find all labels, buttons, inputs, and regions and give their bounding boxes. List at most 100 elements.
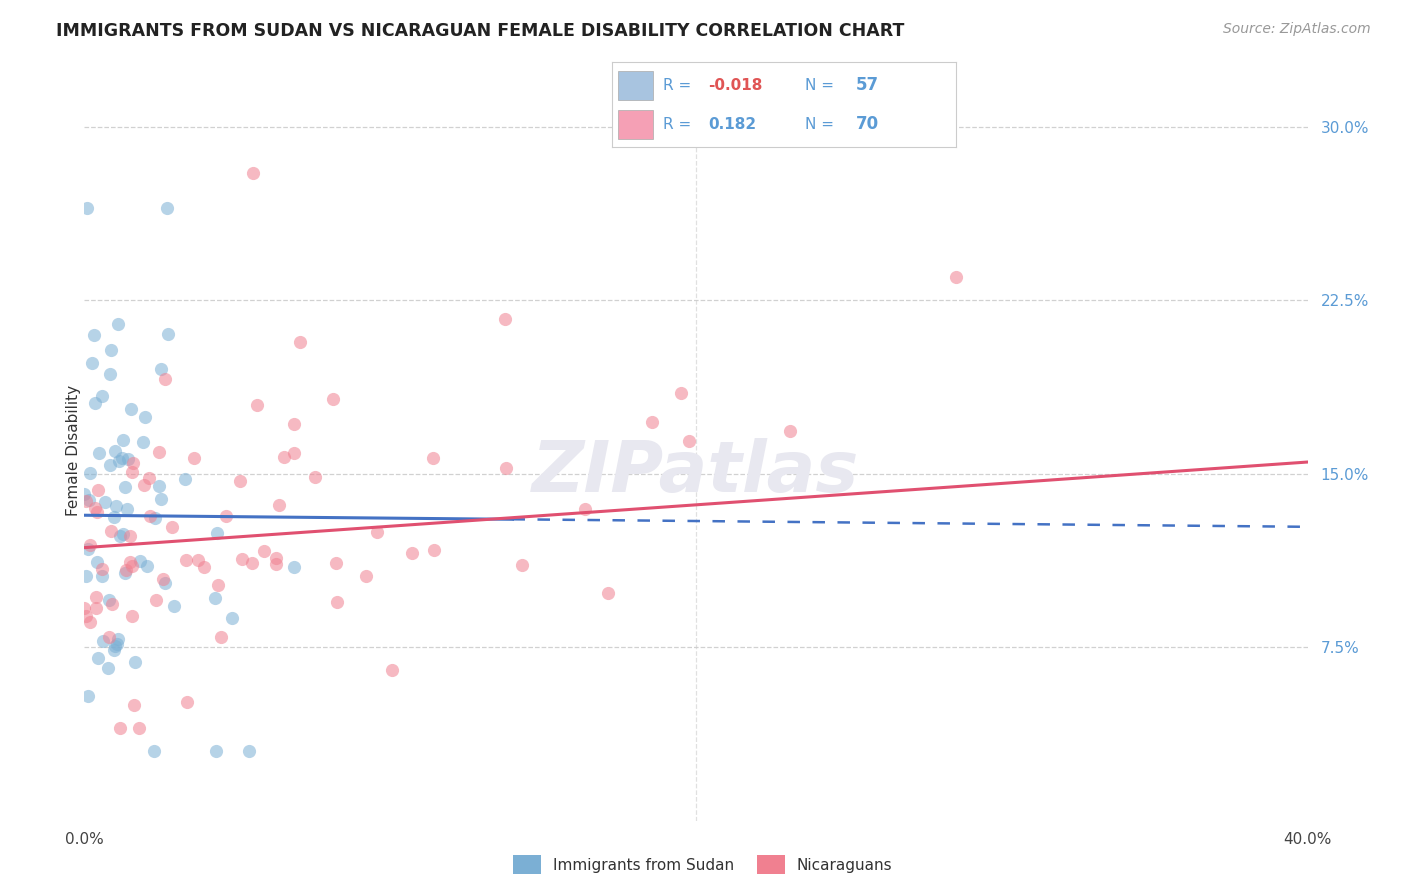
Point (148, 479, 170, 493)
Point (87, 445, 110, 459)
Point (139, 508, 162, 523)
Point (86, 505, 108, 519)
Point (110, 451, 132, 466)
Point (143, 511, 166, 525)
FancyBboxPatch shape (619, 71, 652, 100)
Point (138, 471, 160, 485)
Point (215, 508, 238, 523)
Point (108, 529, 131, 543)
Point (229, 475, 252, 489)
Point (98, 630, 121, 644)
Point (103, 643, 125, 657)
Point (145, 593, 167, 607)
Point (240, 556, 263, 570)
Point (153, 576, 176, 591)
Text: N =: N = (804, 78, 838, 93)
Point (101, 597, 124, 611)
Point (366, 525, 388, 540)
Point (107, 318, 129, 332)
Point (495, 461, 517, 475)
Point (494, 311, 516, 326)
FancyBboxPatch shape (619, 110, 652, 139)
Point (83, 327, 105, 342)
Point (246, 398, 269, 412)
Point (574, 502, 596, 516)
Point (128, 721, 150, 735)
Point (75, 493, 97, 508)
Point (269, 498, 291, 512)
Point (108, 454, 131, 468)
Point (75, 568, 97, 582)
Point (84, 600, 107, 615)
Point (401, 546, 423, 560)
Point (207, 578, 229, 592)
Point (77, 493, 100, 508)
Point (77, 542, 100, 557)
Text: 0.182: 0.182 (709, 117, 756, 132)
Point (91, 633, 114, 648)
Point (283, 417, 305, 432)
Text: R =: R = (664, 117, 696, 132)
Point (143, 744, 166, 758)
Point (176, 695, 198, 709)
Point (73, 486, 96, 500)
Point (322, 392, 344, 406)
Point (84, 395, 107, 409)
Point (77, 689, 100, 703)
Point (97, 661, 120, 675)
Point (149, 362, 172, 376)
Point (160, 520, 183, 534)
Point (945, 269, 967, 284)
Point (209, 630, 232, 644)
Point (103, 444, 125, 458)
Text: 57: 57 (856, 77, 879, 95)
Point (128, 554, 150, 568)
Point (121, 609, 143, 624)
Point (79, 466, 101, 480)
Point (98, 367, 121, 381)
Text: ZIPatlas: ZIPatlas (533, 438, 859, 508)
Point (122, 698, 145, 712)
Point (108, 721, 131, 735)
Point (86, 555, 108, 569)
Point (132, 435, 155, 450)
Point (114, 566, 136, 580)
Point (83, 501, 105, 516)
Point (221, 611, 243, 625)
Point (174, 553, 197, 567)
Point (134, 409, 156, 424)
Point (105, 500, 128, 514)
Point (118, 529, 141, 543)
Point (205, 744, 228, 758)
Point (187, 552, 209, 566)
Point (354, 569, 377, 583)
Point (204, 591, 226, 605)
Point (120, 401, 142, 416)
Point (79, 538, 101, 552)
Point (779, 425, 801, 439)
Point (107, 632, 129, 646)
Point (156, 326, 179, 341)
Point (132, 478, 155, 492)
Point (205, 525, 228, 540)
Point (90, 388, 112, 402)
Text: 70: 70 (856, 115, 879, 133)
Point (598, 586, 620, 600)
Point (100, 343, 122, 357)
Point (381, 663, 404, 677)
Point (283, 560, 305, 574)
Point (121, 465, 143, 479)
Point (73, 601, 96, 615)
Point (75, 608, 97, 623)
Point (114, 563, 136, 577)
Point (90, 562, 112, 576)
Point (115, 502, 138, 516)
Point (163, 599, 186, 613)
Text: R =: R = (664, 78, 696, 93)
Point (242, 166, 264, 180)
Text: N =: N = (804, 117, 838, 132)
Point (98, 593, 121, 607)
Point (423, 542, 446, 557)
Point (79, 615, 101, 629)
Point (264, 557, 287, 571)
